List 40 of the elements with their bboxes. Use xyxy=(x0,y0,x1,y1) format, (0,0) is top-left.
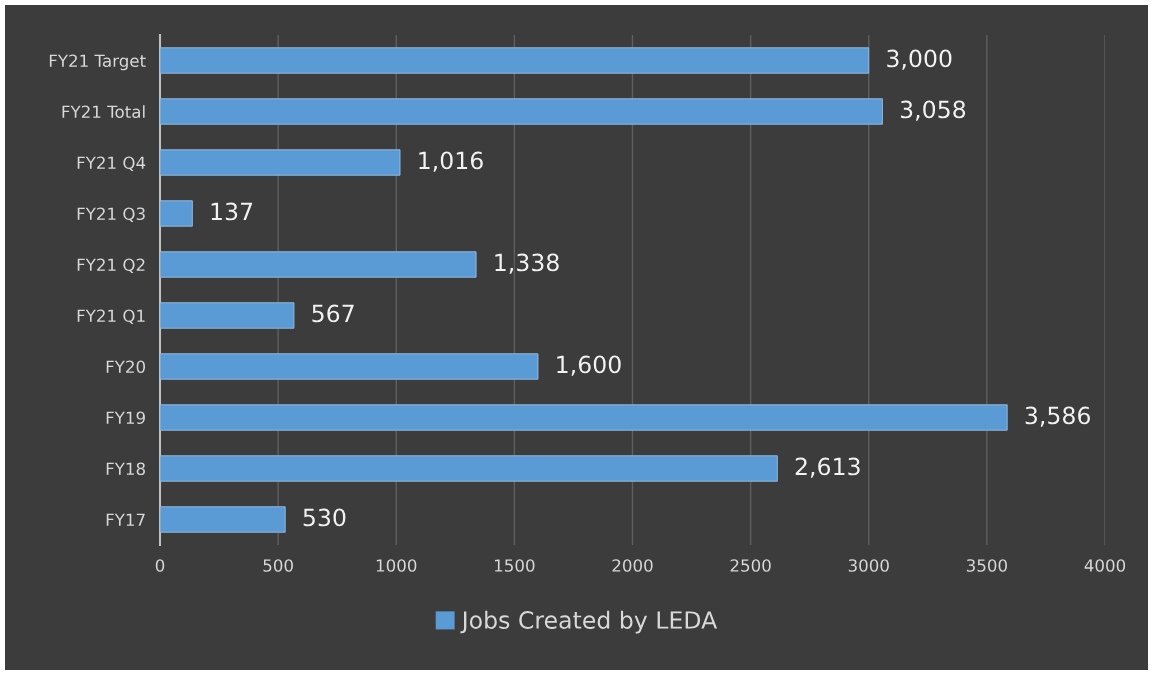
x-tick-label: 3500 xyxy=(966,559,1007,572)
x-tick-label: 3000 xyxy=(848,559,889,572)
x-tick-label: 4000 xyxy=(1084,559,1126,572)
y-tick-label: FY21 Q4 xyxy=(77,156,146,171)
bar xyxy=(160,47,870,74)
text: 567 xyxy=(312,304,354,323)
bar xyxy=(160,200,193,227)
legend-label: Jobs Created by LEDA xyxy=(460,610,718,634)
text: 1,600 xyxy=(557,355,621,376)
x-tick-label: 500 xyxy=(263,559,293,572)
y-tick-label: FY20 xyxy=(106,360,146,374)
text: 530 xyxy=(303,508,346,527)
text: 3,586 xyxy=(1025,406,1090,427)
y-tick-label: FY18 xyxy=(106,462,145,476)
bar xyxy=(160,404,1008,431)
bar xyxy=(160,98,883,125)
bar xyxy=(160,455,778,482)
text: 3,058 xyxy=(900,100,966,121)
y-tick-label: FY21 Total xyxy=(62,105,145,119)
y-tick-label: FY21 Q1 xyxy=(77,309,145,324)
bar xyxy=(160,149,401,176)
text: 137 xyxy=(211,202,253,221)
bar xyxy=(160,302,295,329)
y-tick-label: FY21 Q3 xyxy=(77,207,145,222)
bar xyxy=(160,251,477,278)
text: 1,338 xyxy=(495,253,559,274)
x-tick-label: 1500 xyxy=(495,559,535,572)
text: 2,613 xyxy=(795,457,860,478)
y-tick-label: FY17 xyxy=(106,513,145,526)
y-tick-label: FY21 Q2 xyxy=(77,258,145,273)
y-tick-label: FY21 Target xyxy=(49,54,146,71)
bar xyxy=(160,506,286,533)
x-tick-label: 0 xyxy=(155,559,165,572)
y-tick-label: FY19 xyxy=(106,411,145,425)
x-tick-label: 1000 xyxy=(376,559,417,572)
x-tick-label: 2000 xyxy=(612,559,653,572)
text: 1,016 xyxy=(419,151,483,172)
bar xyxy=(160,353,539,380)
x-tick-label: 2500 xyxy=(730,559,771,572)
text: 3,000 xyxy=(887,49,952,70)
